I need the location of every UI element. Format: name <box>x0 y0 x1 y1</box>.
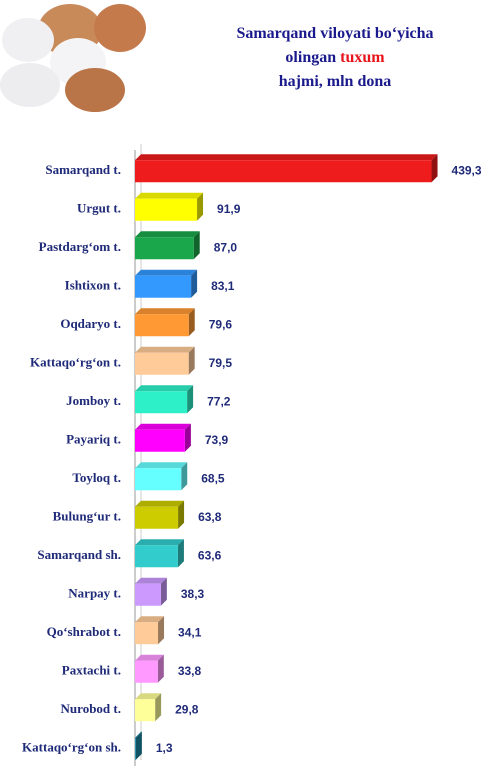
category-label: Oqdaryo t. <box>60 316 121 331</box>
category-label: Ishtixon t. <box>65 278 121 293</box>
bar-side <box>178 500 185 529</box>
bar-top <box>135 231 200 238</box>
bar <box>135 468 182 491</box>
bar-side <box>181 462 188 491</box>
bar-top <box>135 654 164 661</box>
bar <box>135 699 156 722</box>
title-highlight: tuxum <box>340 49 385 66</box>
bar-side <box>191 269 198 298</box>
category-label: Jomboy t. <box>66 393 121 408</box>
category-label: Samarqand sh. <box>37 547 121 562</box>
title-text: olingan <box>285 49 336 66</box>
bar <box>135 429 185 452</box>
value-label: 77,2 <box>207 394 231 408</box>
bar-top <box>135 308 195 315</box>
bar <box>135 160 432 183</box>
bar-side <box>135 731 142 760</box>
bar <box>135 198 198 221</box>
bar-top <box>135 693 162 700</box>
bar <box>135 275 192 298</box>
title-line-3: hajmi, mln dona <box>279 73 391 90</box>
bar-top <box>135 192 204 199</box>
category-label: Qo‘shrabot t. <box>47 624 121 639</box>
category-label: Pastdarg‘om t. <box>39 239 121 254</box>
value-label: 83,1 <box>211 279 235 293</box>
bar-side <box>193 231 200 260</box>
value-label: 33,8 <box>178 664 202 678</box>
bar-top <box>135 423 191 430</box>
bar-side <box>431 154 438 183</box>
bar-top <box>135 500 185 507</box>
category-label: Kattaqo‘rg‘on t. <box>30 355 121 370</box>
bar <box>135 660 158 683</box>
bar-side <box>197 192 204 221</box>
value-label: 68,5 <box>201 471 225 485</box>
bar-side <box>184 423 191 452</box>
bar <box>135 237 194 260</box>
bar-side <box>188 346 195 375</box>
category-label: Kattaqo‘rg‘on sh. <box>22 740 121 755</box>
title-line-1: Samarqand viloyati bo‘yicha <box>236 25 433 42</box>
bar <box>135 391 188 414</box>
category-label: Payariq t. <box>66 432 121 447</box>
value-label: 87,0 <box>214 240 238 254</box>
bar-top <box>135 462 188 469</box>
bar-side <box>158 616 165 645</box>
value-label: 63,8 <box>198 510 222 524</box>
bar-top <box>135 154 438 161</box>
bar-top <box>135 577 167 584</box>
category-label: Nurobod t. <box>61 701 121 716</box>
bar-top <box>135 346 195 353</box>
bar <box>135 352 189 375</box>
value-label: 1,3 <box>156 741 173 755</box>
bar-top <box>135 269 198 276</box>
bar <box>135 506 179 529</box>
value-label: 73,9 <box>205 433 229 447</box>
value-label: 63,6 <box>198 548 222 562</box>
category-label: Narpay t. <box>68 586 121 601</box>
value-label: 29,8 <box>175 702 199 716</box>
category-label: Bulung‘ur t. <box>53 509 121 524</box>
category-label: Urgut t. <box>77 201 121 216</box>
eggs-image <box>0 4 146 112</box>
value-label: 91,9 <box>217 202 241 216</box>
bar-side <box>157 654 164 683</box>
bar-top <box>135 539 184 546</box>
bar <box>135 622 159 645</box>
value-label: 38,3 <box>181 587 205 601</box>
bar <box>135 314 189 337</box>
bar <box>135 545 178 568</box>
bar-side <box>160 577 167 606</box>
value-label: 79,5 <box>209 356 233 370</box>
category-label: Toyloq t. <box>72 470 121 485</box>
value-label: 79,6 <box>209 317 233 331</box>
bar-top <box>135 731 142 738</box>
category-label: Samarqand t. <box>45 162 121 177</box>
bar <box>135 737 136 760</box>
value-label: 34,1 <box>178 625 202 639</box>
title-line-2: olingan tuxum <box>285 49 385 66</box>
bar <box>135 583 161 606</box>
bar-top <box>135 385 194 392</box>
bar-side <box>177 539 184 568</box>
category-label: Paxtachi t. <box>62 663 121 678</box>
value-label: 439,3 <box>452 163 482 177</box>
bar-side <box>187 385 194 414</box>
bar-side <box>155 693 162 722</box>
bar-top <box>135 616 165 623</box>
bar-side <box>188 308 195 337</box>
